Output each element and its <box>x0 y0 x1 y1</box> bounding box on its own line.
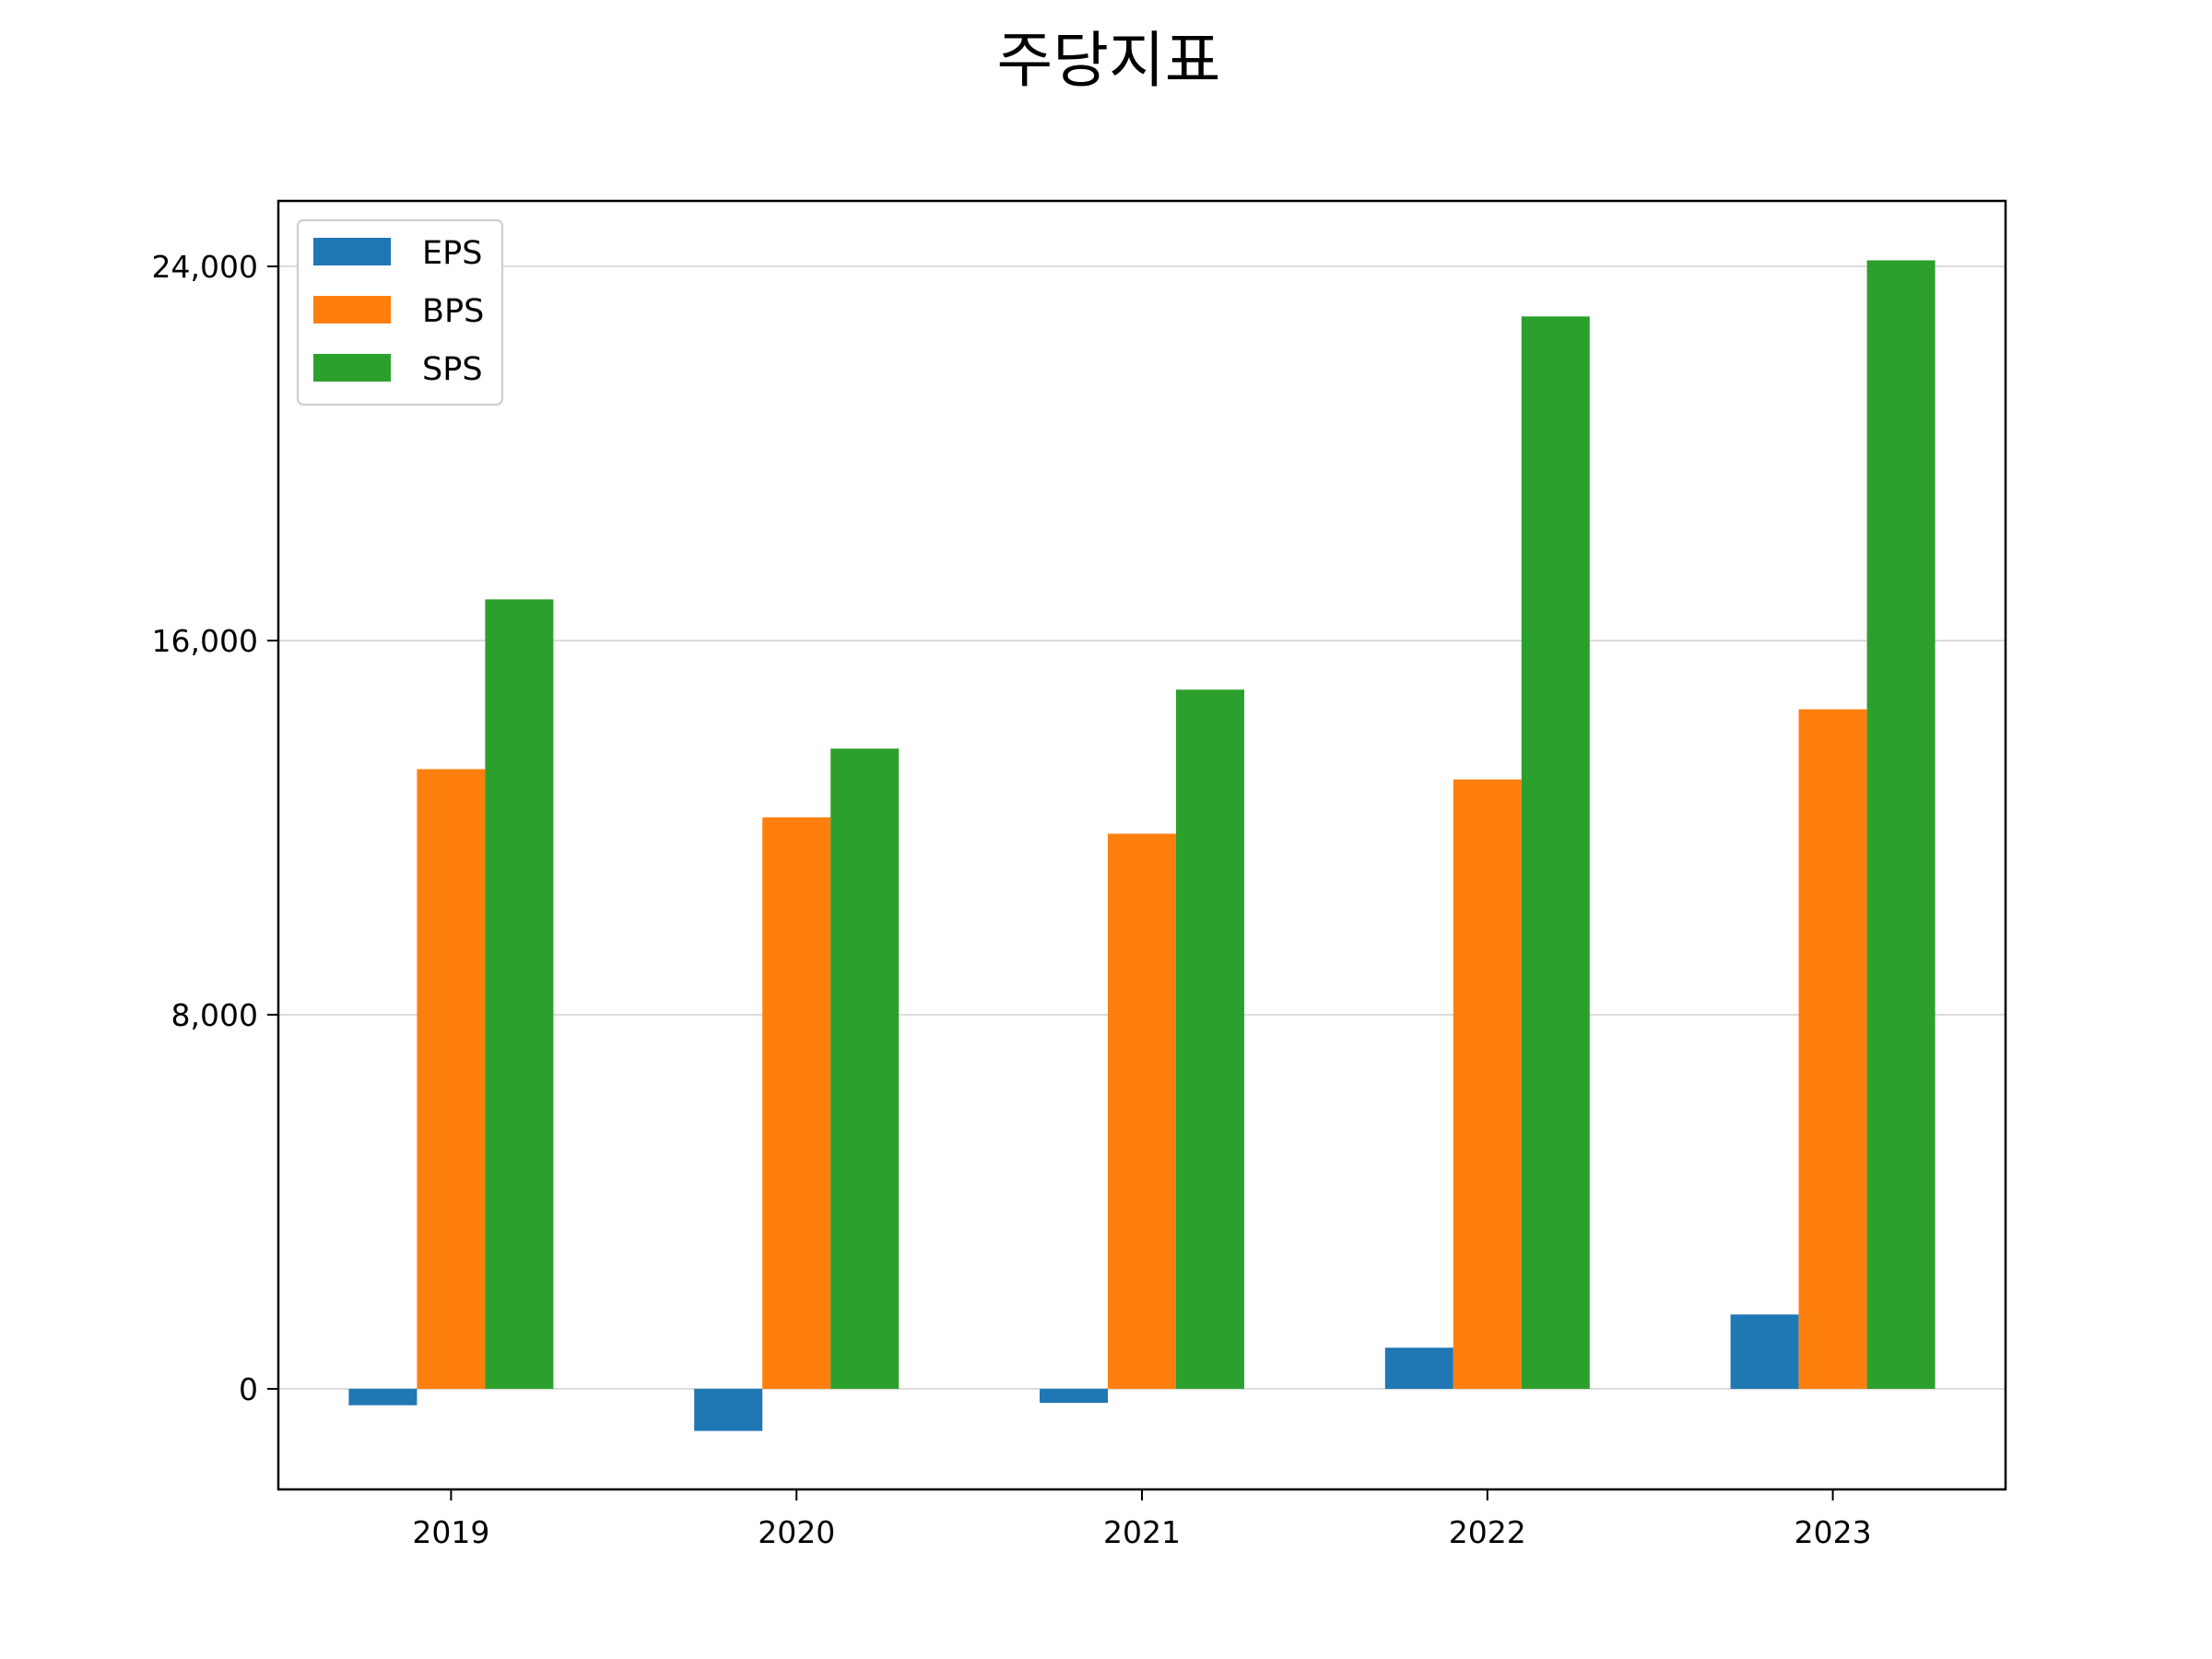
x-tick-label: 2023 <box>1794 1514 1872 1550</box>
bar-sps-2022 <box>1521 316 1590 1389</box>
bar-bps-2022 <box>1453 779 1522 1389</box>
legend-label-eps: EPS <box>422 235 482 272</box>
chart-title: 주당지표 <box>997 25 1221 96</box>
bar-eps-2020 <box>694 1388 763 1431</box>
bar-eps-2021 <box>1040 1388 1108 1404</box>
y-tick-label: 0 <box>239 1371 258 1407</box>
bar-sps-2020 <box>830 748 900 1389</box>
bar-bps-2019 <box>417 769 486 1389</box>
x-tick-label: 2020 <box>758 1514 835 1550</box>
x-tick-label: 2022 <box>1449 1514 1526 1550</box>
bar-eps-2019 <box>348 1388 418 1406</box>
y-axis: 0 8,000 16,000 24,000 <box>152 249 278 1407</box>
legend: EPS BPS SPS <box>297 219 503 406</box>
bar-bps-2023 <box>1798 709 1867 1389</box>
legend-swatch-eps <box>313 238 391 265</box>
bar-bps-2021 <box>1108 833 1176 1389</box>
bar-eps-2023 <box>1730 1314 1799 1389</box>
bars <box>348 260 1936 1431</box>
legend-label-bps: BPS <box>422 293 484 330</box>
legend-swatch-bps <box>313 296 391 324</box>
bar-sps-2019 <box>485 599 554 1389</box>
legend-label-sps: SPS <box>422 351 483 388</box>
bar-eps-2022 <box>1384 1347 1453 1389</box>
bar-sps-2021 <box>1176 689 1244 1389</box>
x-tick-label: 2021 <box>1103 1514 1181 1550</box>
x-axis: 2019 2020 2021 2022 2023 <box>412 1489 1872 1550</box>
legend-swatch-sps <box>313 354 391 382</box>
y-tick-label: 24,000 <box>152 249 258 285</box>
y-tick-label: 16,000 <box>152 623 258 659</box>
x-tick-label: 2019 <box>412 1514 489 1550</box>
bar-sps-2023 <box>1866 260 1936 1389</box>
y-tick-label: 8,000 <box>171 997 258 1033</box>
bar-bps-2020 <box>762 817 831 1389</box>
